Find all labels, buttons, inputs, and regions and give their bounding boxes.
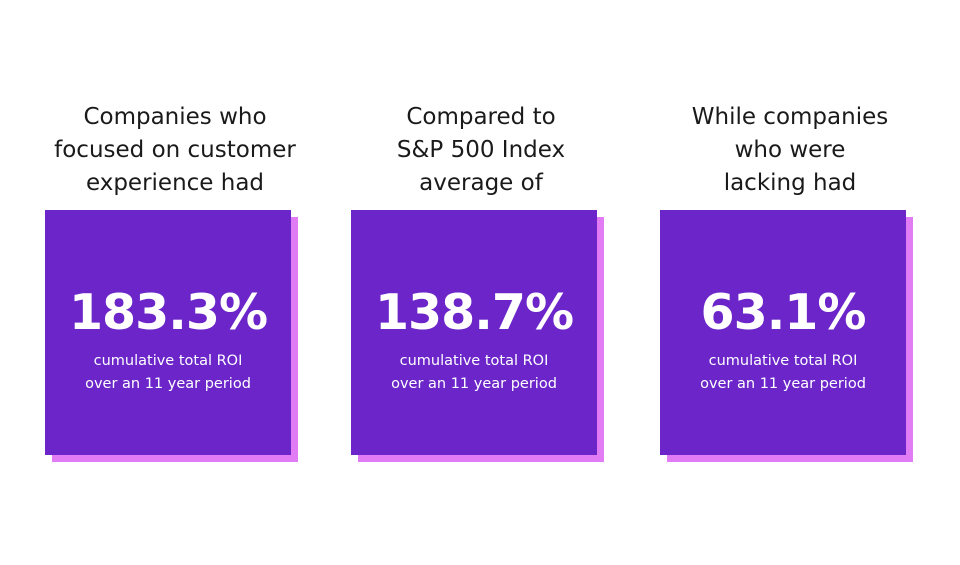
heading-line: focused on customer	[54, 137, 296, 163]
caption-line: over an 11 year period	[391, 376, 557, 392]
column-heading: Compared to S&P 500 Index average of	[321, 101, 641, 200]
heading-line: S&P 500 Index	[396, 137, 566, 163]
heading-line: who were	[734, 137, 846, 163]
heading-line: experience had	[85, 170, 265, 196]
heading-line: Compared to	[406, 104, 556, 130]
stat-value: 183.3%	[68, 284, 268, 341]
caption-line: cumulative total ROI	[399, 353, 549, 369]
caption-line: cumulative total ROI	[93, 353, 243, 369]
stat-card: 138.7% cumulative total ROI over an 11 y…	[351, 210, 597, 455]
stat-caption: cumulative total ROI over an 11 year per…	[660, 350, 906, 396]
stat-card: 183.3% cumulative total ROI over an 11 y…	[45, 210, 291, 455]
caption-line: over an 11 year period	[85, 376, 251, 392]
heading-line: While companies	[691, 104, 889, 130]
stat-card: 63.1% cumulative total ROI over an 11 ye…	[660, 210, 906, 455]
stat-value: 138.7%	[374, 284, 574, 341]
stat-column-lacking: While companies who were lacking had 63.…	[660, 0, 920, 565]
column-heading: Companies who focused on customer experi…	[15, 101, 335, 200]
column-heading: While companies who were lacking had	[630, 101, 950, 200]
caption-line: over an 11 year period	[700, 376, 866, 392]
heading-line: Companies who	[83, 104, 267, 130]
heading-line: lacking had	[723, 170, 857, 196]
stat-column-sp500: Compared to S&P 500 Index average of 138…	[351, 0, 611, 565]
stat-caption: cumulative total ROI over an 11 year per…	[351, 350, 597, 396]
caption-line: cumulative total ROI	[708, 353, 858, 369]
stat-value: 63.1%	[700, 284, 867, 341]
stat-caption: cumulative total ROI over an 11 year per…	[45, 350, 291, 396]
heading-line: average of	[419, 170, 543, 196]
stat-column-customer-experience: Companies who focused on customer experi…	[45, 0, 305, 565]
